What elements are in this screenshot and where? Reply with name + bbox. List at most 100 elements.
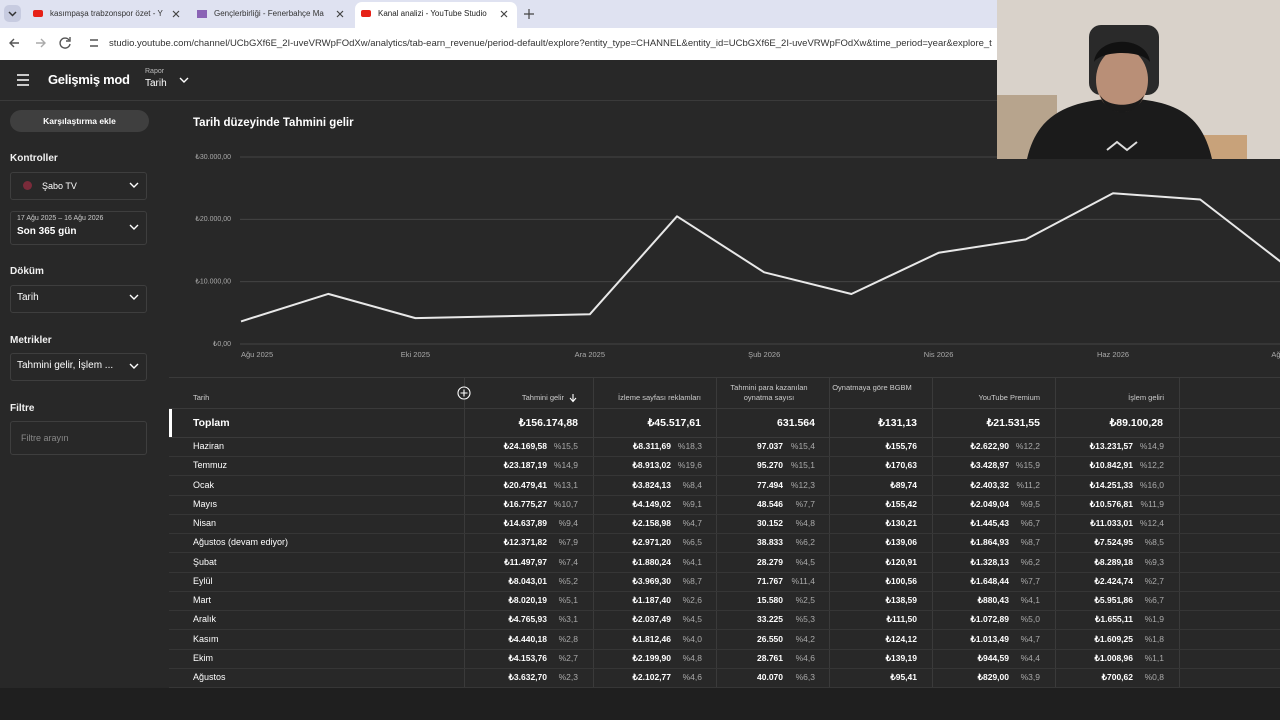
table-top-border: [169, 377, 1280, 378]
report-value[interactable]: Tarih: [145, 78, 167, 89]
compare-button[interactable]: [10, 110, 149, 132]
share-cell: %15,5: [553, 441, 578, 451]
row-label[interactable]: Mart: [193, 595, 211, 605]
breakdown-label: Döküm: [10, 266, 44, 277]
row-border: [169, 571, 1280, 573]
share-cell: %18,3: [677, 441, 702, 451]
value-cell: ₺3.632,70: [508, 672, 548, 682]
channel-dropdown[interactable]: [10, 172, 147, 200]
compare-button-text[interactable]: Karşılaştırma ekle: [43, 116, 116, 126]
value-cell: ₺4.765,93: [508, 614, 548, 625]
value-cell: ₺138,59: [885, 595, 917, 605]
share-cell: %4,1: [682, 556, 702, 567]
metrics-dropdown[interactable]: [10, 353, 147, 381]
row-label[interactable]: Ağustos (devam ediyor): [193, 537, 289, 548]
value-cell: ₺5.951,86: [1094, 595, 1134, 605]
value-cell: 15.580: [757, 595, 783, 605]
row-label[interactable]: Nisan: [193, 518, 217, 528]
row-label[interactable]: Kasım: [193, 633, 219, 644]
column-divider: [464, 378, 465, 688]
column-divider: [1179, 378, 1180, 688]
value-cell: ₺8.043,01: [508, 575, 548, 586]
y-tick-label: ₺10.000,00: [195, 278, 231, 286]
column-divider: [829, 378, 830, 688]
row-border: [169, 513, 1280, 515]
row-border: [169, 475, 1280, 477]
tab-title[interactable]: Gençlerbirliği - Fenerbahçe Ma: [214, 9, 324, 18]
x-tick-label: Ara 2025: [575, 350, 605, 359]
share-cell: %4,7: [682, 518, 702, 528]
row-label[interactable]: Ocak: [193, 479, 215, 490]
value-cell: ₺8.289,18: [1094, 556, 1134, 567]
row-label[interactable]: Eylül: [193, 575, 213, 586]
value-cell: ₺1.812,46: [632, 633, 672, 644]
breakdown-value: Tarih: [17, 292, 39, 303]
total-label: Toplam: [193, 417, 230, 429]
value-cell: ₺1.655,11: [1094, 614, 1133, 625]
value-cell: ₺2.102,77: [632, 672, 672, 682]
tab-title[interactable]: kasımpaşa trabzonspor özet - Y: [50, 9, 163, 18]
value-cell: ₺1.328,13: [970, 556, 1010, 567]
date-dropdown[interactable]: [10, 211, 147, 245]
value-cell: ₺89,74: [890, 479, 917, 490]
value-cell: 38.833: [757, 537, 783, 548]
value-cell: ₺4.440,18: [508, 633, 548, 644]
total-value: ₺45.517,61: [647, 417, 701, 429]
share-cell: %2,3: [558, 672, 578, 682]
header-cell[interactable]: İşlem geliri: [1128, 393, 1164, 402]
metrics-label: Metrikler: [10, 335, 52, 346]
value-cell: ₺100,56: [885, 575, 917, 586]
header-cell[interactable]: İzleme sayfası reklamları: [618, 393, 701, 402]
value-cell: ₺111,50: [886, 614, 917, 625]
value-cell: ₺8.913,02: [632, 460, 672, 471]
value-cell: ₺10.842,91: [1089, 460, 1133, 471]
row-label[interactable]: Haziran: [193, 441, 225, 451]
share-cell: %15,1: [790, 460, 815, 471]
header-cell[interactable]: Oynatmaya göre BGBM: [832, 383, 912, 392]
row-label[interactable]: Ekim: [193, 652, 213, 663]
value-cell: ₺3.428,97: [970, 460, 1010, 471]
share-cell: %4,8: [682, 652, 702, 663]
header-icons: [17, 74, 189, 86]
share-cell: %2,6: [682, 595, 702, 605]
share-cell: %6,2: [795, 537, 815, 548]
share-cell: %1,1: [1144, 652, 1164, 663]
share-cell: %4,7: [1020, 633, 1040, 644]
share-cell: %8,5: [1144, 537, 1164, 548]
row-label[interactable]: Temmuz: [193, 460, 228, 471]
y-tick-label: ₺20.000,00: [195, 215, 231, 223]
chart-title: Tarih düzeyinde Tahmini gelir: [193, 117, 354, 129]
value-cell: ₺2.049,04: [970, 498, 1010, 509]
share-cell: %4,8: [795, 518, 815, 528]
share-cell: %8,4: [682, 479, 702, 490]
value-cell: ₺2.971,20: [632, 537, 672, 548]
share-cell: %6,7: [1144, 595, 1164, 605]
row-label[interactable]: Aralık: [193, 614, 217, 625]
tab-title[interactable]: Kanal analizi - YouTube Studio: [378, 9, 487, 18]
share-cell: %1,8: [1144, 633, 1164, 644]
value-cell: ₺1.187,40: [632, 595, 672, 605]
share-cell: %3,9: [1020, 672, 1040, 682]
column-divider: [593, 378, 594, 688]
total-value: 631.564: [777, 417, 815, 429]
breakdown-dropdown[interactable]: [10, 285, 147, 313]
header-cell[interactable]: Tahmini gelir: [521, 393, 564, 402]
header-cell[interactable]: YouTube Premium: [978, 393, 1040, 402]
row-label[interactable]: Mayıs: [193, 498, 218, 509]
filter-input[interactable]: [10, 421, 147, 455]
value-cell: ₺2.424,74: [1094, 575, 1134, 586]
share-cell: %7,4: [558, 556, 578, 567]
share-cell: %1,9: [1144, 614, 1164, 625]
value-cell: ₺1.880,24: [632, 556, 672, 567]
row-label[interactable]: Ağustos: [193, 672, 226, 682]
value-cell: ₺14.637,89: [503, 518, 547, 528]
header-cell[interactable]: Tahmini para kazanılan oynatma sayısı: [730, 383, 808, 402]
value-cell: 95.270: [757, 460, 783, 471]
value-cell: 97.037: [757, 441, 783, 451]
header-border: [169, 408, 1280, 409]
share-cell: %15,4: [790, 441, 815, 451]
address-url[interactable]: studio.youtube.com/channel/UCbGXf6E_2I-u…: [109, 38, 992, 49]
row-label[interactable]: Şubat: [193, 556, 217, 567]
